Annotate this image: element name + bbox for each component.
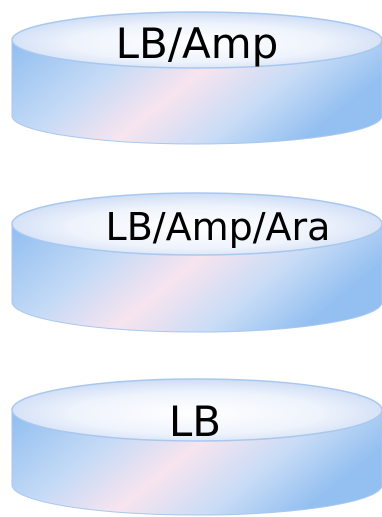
dish-lb-amp: LB/Amp — [11, 11, 382, 145]
dish-lb: LB — [11, 378, 382, 516]
dish-top-face — [11, 11, 382, 69]
dish-top-face — [11, 192, 382, 256]
dish-lb-amp-ara: LB/Amp/Ara — [11, 192, 382, 333]
dish-label-lb: LB — [169, 397, 221, 446]
dish-label-lb-amp-ara: LB/Amp/Ara — [106, 205, 331, 249]
dish-top-face — [11, 378, 382, 442]
dish-label-lb-amp: LB/Amp — [116, 19, 279, 68]
dish-wall — [11, 39, 382, 145]
